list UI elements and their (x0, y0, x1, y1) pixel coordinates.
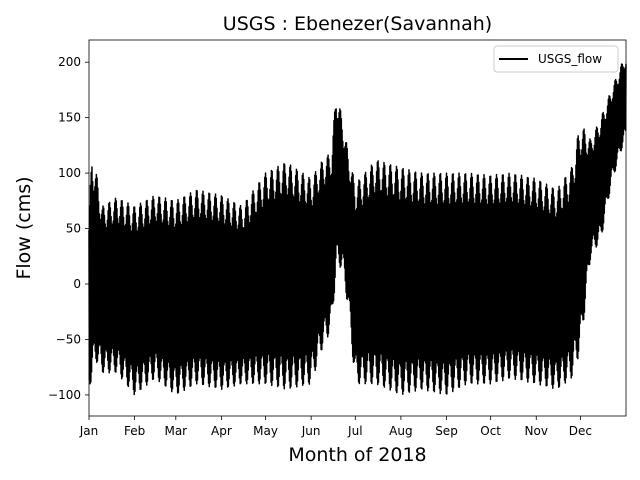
x-tick-label: Dec (569, 424, 592, 438)
x-axis: Jan Feb Mar Apr May Jun Jul Aug Sep Oct Nov Dec (79, 416, 592, 438)
y-tick-label: 100 (58, 166, 81, 180)
x-tick-label: May (253, 424, 278, 438)
y-axis: −100 −50 0 50 100 150 200 (48, 55, 89, 402)
x-tick-label: Sep (435, 424, 458, 438)
y-tick-label: 0 (73, 277, 81, 291)
x-axis-label: Month of 2018 (288, 444, 426, 466)
legend-frame (493, 45, 619, 73)
series-layer (88, 63, 627, 396)
x-tick-label: Nov (525, 424, 548, 438)
legend: USGS_flow (493, 45, 619, 73)
series-line-usgs-flow (88, 63, 627, 396)
x-tick-label: Mar (164, 424, 187, 438)
x-tick-label: Jan (79, 424, 99, 438)
x-tick-label: Jun (301, 424, 321, 438)
x-tick-label: Feb (124, 424, 145, 438)
x-tick-label: Apr (211, 424, 232, 438)
y-tick-label: 150 (58, 111, 81, 125)
x-tick-label: Aug (389, 424, 412, 438)
y-axis-label: Flow (cms) (13, 176, 35, 279)
plot-frame (88, 39, 627, 417)
y-tick-label: 200 (58, 55, 81, 69)
x-tick-label: Oct (480, 424, 501, 438)
y-tick-label: −50 (56, 332, 81, 346)
y-tick-label: 50 (66, 222, 81, 236)
x-tick-label: Jul (347, 424, 362, 438)
legend-label: USGS_flow (538, 52, 602, 66)
chart-title: USGS : Ebenezer(Savannah) (223, 13, 492, 35)
y-tick-label: −100 (48, 388, 81, 402)
